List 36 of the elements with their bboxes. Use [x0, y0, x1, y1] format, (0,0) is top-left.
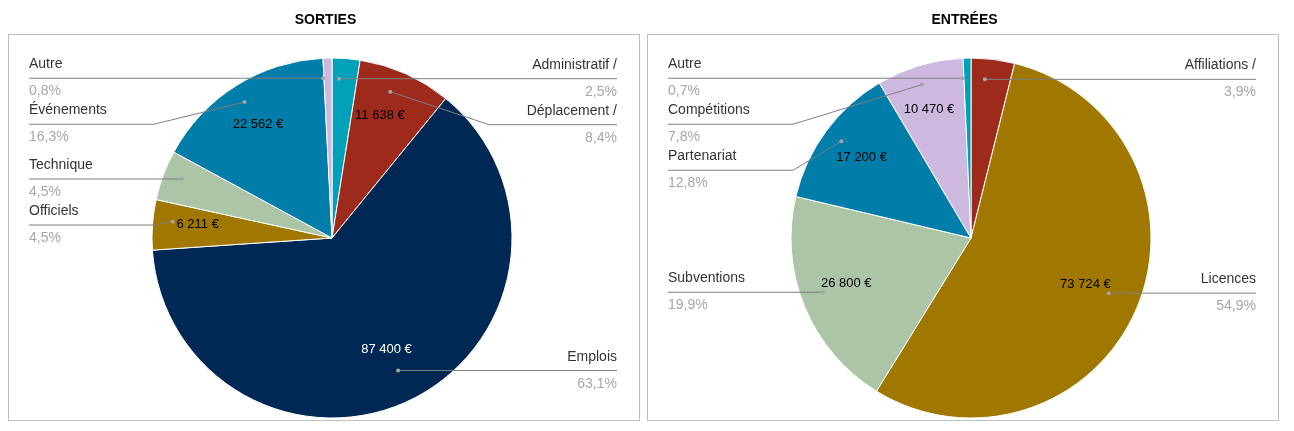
slice-label: Officiels: [29, 202, 79, 219]
data-label: 4,5%: [29, 229, 61, 246]
data-label: 2,5%: [585, 82, 617, 99]
data-label: 4,5%: [29, 183, 61, 200]
data-label: 0,8%: [29, 82, 61, 99]
text: 26 800 €: [820, 275, 872, 291]
data-label: 7,8%: [668, 128, 700, 145]
data-label: 12,8%: [668, 174, 708, 191]
data-label: 54,9%: [1216, 297, 1256, 314]
data-label: 63,1%: [577, 374, 617, 391]
chart-title: ENTRÉES: [930, 10, 999, 29]
text: 73 724 €: [1060, 275, 1111, 291]
data-label: 8,4%: [585, 128, 617, 145]
text: 22 562 €: [232, 115, 284, 131]
text: 11 638 €: [355, 107, 405, 123]
slice-label: Administratif /: [532, 55, 618, 72]
text: 10 470 €: [903, 101, 955, 117]
slice-label: Licences: [1200, 270, 1256, 287]
slice-label: Déplacement /: [526, 101, 618, 118]
slice-label: Compétitions: [668, 101, 750, 118]
data-label: 19,9%: [668, 296, 708, 313]
slice-label: Affiliations /: [1184, 56, 1257, 73]
data-label: 3,9%: [1224, 83, 1256, 100]
slice-label: Partenariat: [668, 147, 737, 164]
slice-label: Subventions: [668, 269, 746, 286]
slice-label: Emplois: [567, 347, 617, 364]
text: 6 211 €: [176, 215, 219, 231]
slice-label: Événements: [29, 101, 107, 118]
data-label: 0,7%: [668, 82, 700, 99]
chart-title: SORTIES: [293, 10, 358, 29]
slice-label: Autre: [668, 55, 702, 72]
text: 87 400 €: [361, 340, 412, 356]
slice-label: Autre: [29, 55, 63, 72]
text: 17 200 €: [836, 148, 887, 164]
data-label: 16,3%: [29, 128, 69, 145]
slice-label: Technique: [29, 156, 94, 173]
